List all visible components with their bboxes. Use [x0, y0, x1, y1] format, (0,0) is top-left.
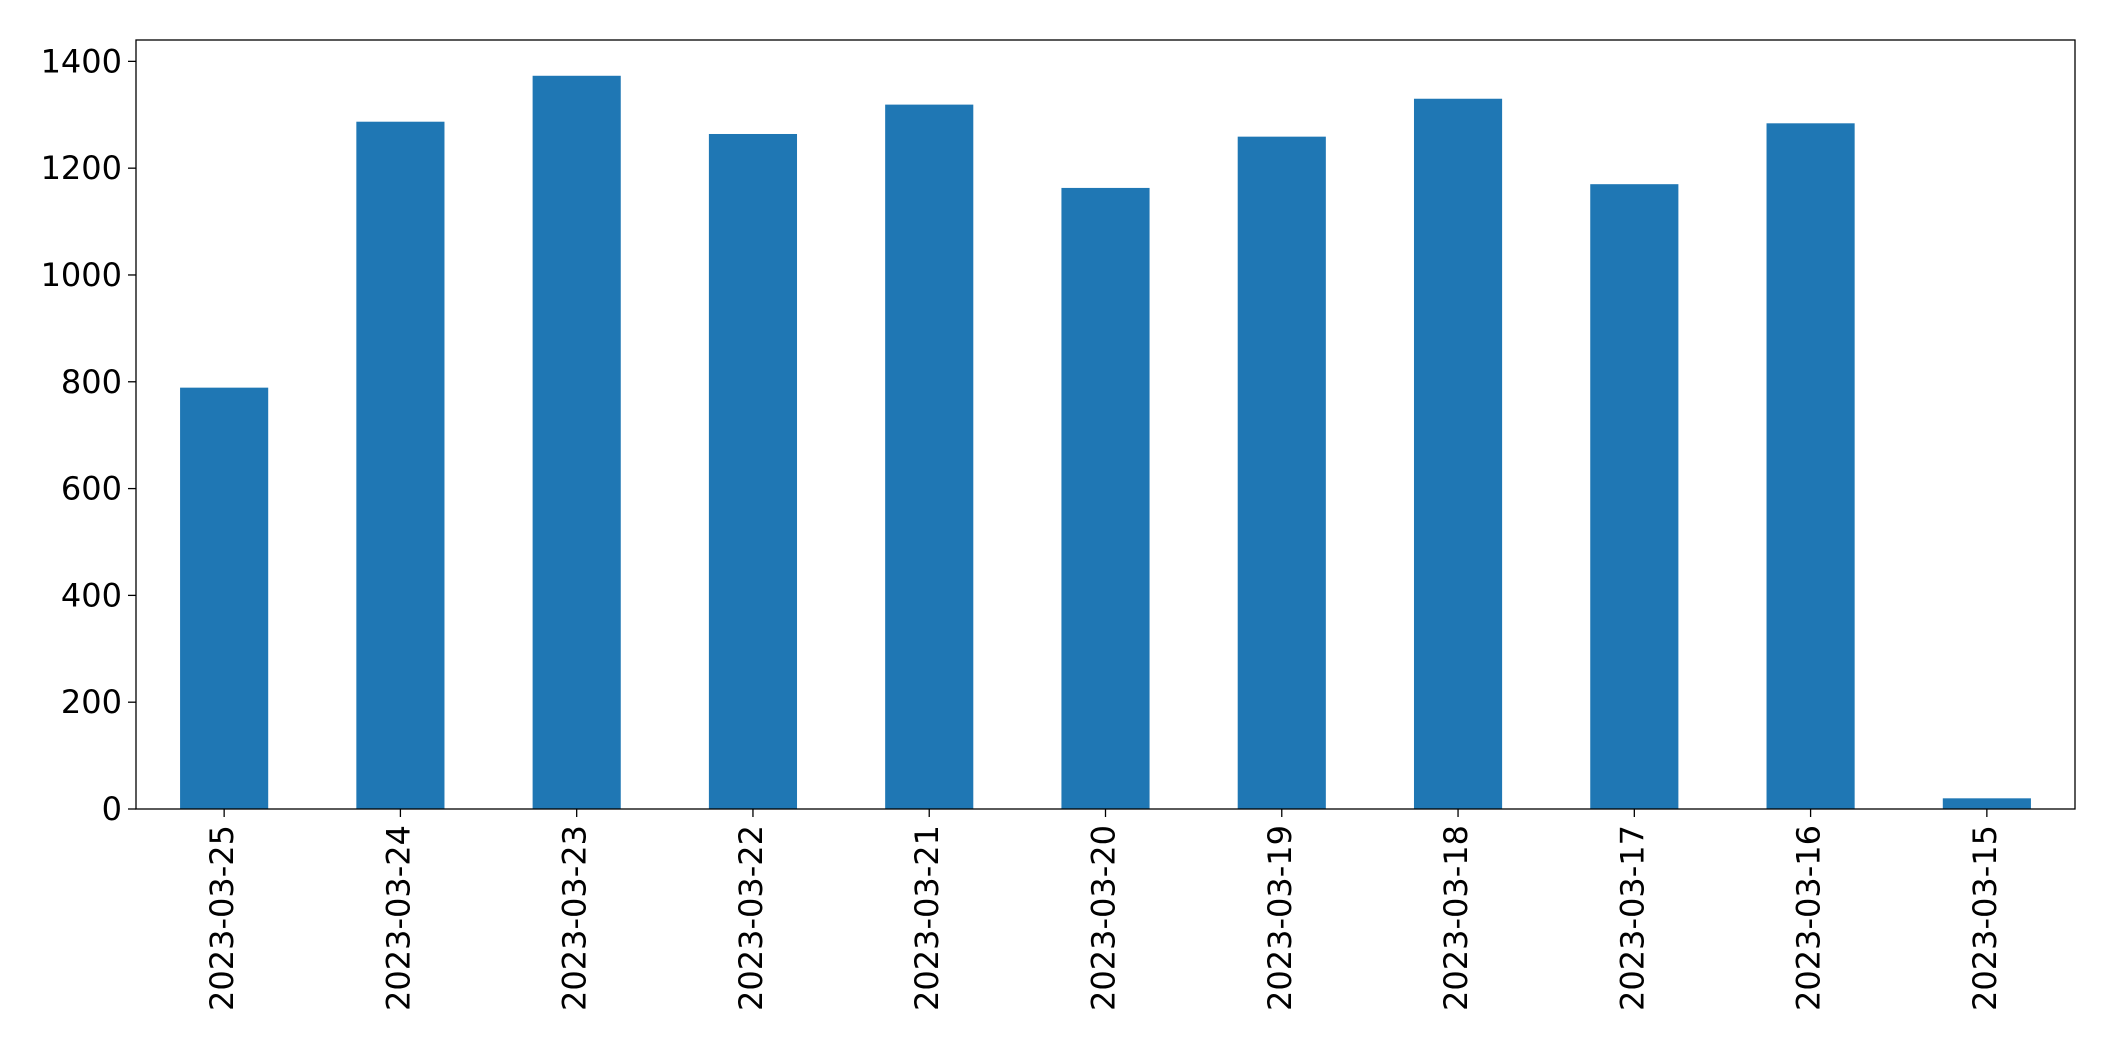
x-tick-label: 2023-03-23 — [556, 825, 594, 1011]
x-tick-label: 2023-03-21 — [908, 825, 946, 1011]
x-tick-label: 2023-03-22 — [732, 825, 770, 1011]
y-tick-label: 800 — [61, 363, 122, 401]
x-tick-label: 2023-03-25 — [203, 825, 241, 1011]
bar — [885, 104, 974, 809]
y-tick-label: 0 — [102, 790, 122, 828]
y-tick-label: 1200 — [41, 149, 122, 187]
bar — [1413, 98, 1503, 810]
x-tick-label: 2023-03-20 — [1085, 825, 1123, 1011]
x-tick-label: 2023-03-19 — [1261, 825, 1299, 1011]
x-tick-label: 2023-03-18 — [1437, 825, 1475, 1011]
bar — [708, 133, 798, 809]
y-tick-label: 600 — [61, 470, 122, 508]
y-tick-label: 1400 — [41, 42, 122, 80]
bar — [1766, 123, 1855, 809]
bar — [180, 387, 269, 809]
bar — [1237, 136, 1326, 809]
y-tick-label: 400 — [61, 576, 122, 614]
x-tick-label: 2023-03-15 — [1966, 825, 2004, 1011]
bar — [1590, 184, 1679, 809]
bar — [1061, 187, 1150, 810]
y-tick-label: 200 — [61, 683, 122, 721]
bar — [532, 75, 621, 810]
x-tick-label: 2023-03-17 — [1613, 825, 1651, 1011]
x-tick-label: 2023-03-24 — [379, 825, 417, 1011]
bar — [1942, 798, 2031, 809]
y-tick-label: 1000 — [41, 256, 122, 294]
axes-frame — [135, 39, 2076, 810]
x-tick-label: 2023-03-16 — [1790, 825, 1828, 1011]
bar — [356, 121, 445, 810]
